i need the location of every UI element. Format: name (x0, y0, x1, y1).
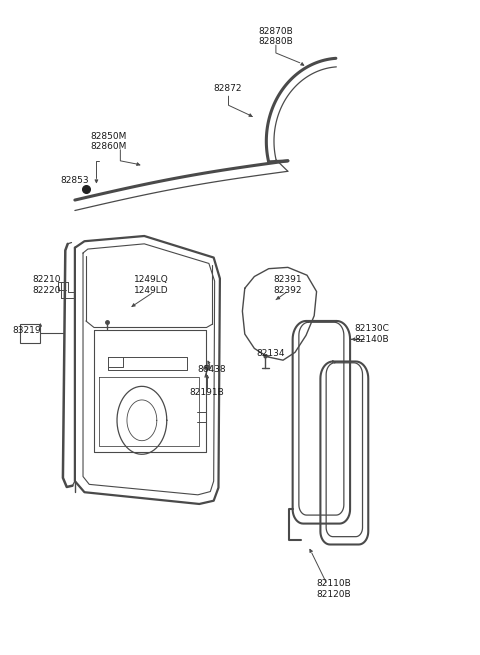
Text: 82391
82392: 82391 82392 (274, 275, 302, 295)
Text: 82110B
82120B: 82110B 82120B (316, 579, 351, 599)
Text: 1249LQ
1249LD: 1249LQ 1249LD (134, 275, 169, 295)
Text: 82870B
82880B: 82870B 82880B (259, 27, 293, 47)
Text: 82191B: 82191B (189, 388, 224, 398)
Text: 82210
82220: 82210 82220 (32, 275, 60, 295)
Text: 83219: 83219 (12, 326, 41, 335)
FancyBboxPatch shape (20, 324, 40, 343)
Text: 86438: 86438 (197, 365, 226, 375)
Text: 82130C
82140B: 82130C 82140B (354, 324, 389, 344)
Text: 82872: 82872 (214, 84, 242, 94)
Text: 82850M
82860M: 82850M 82860M (90, 132, 127, 151)
Text: 82853: 82853 (60, 176, 89, 185)
Text: 82134: 82134 (257, 349, 285, 358)
